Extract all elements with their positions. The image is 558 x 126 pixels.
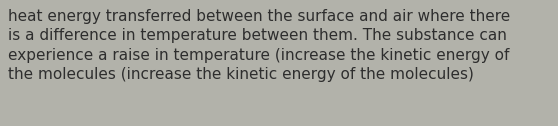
Text: heat energy transferred between the surface and air where there
is a difference : heat energy transferred between the surf… [8,9,510,83]
